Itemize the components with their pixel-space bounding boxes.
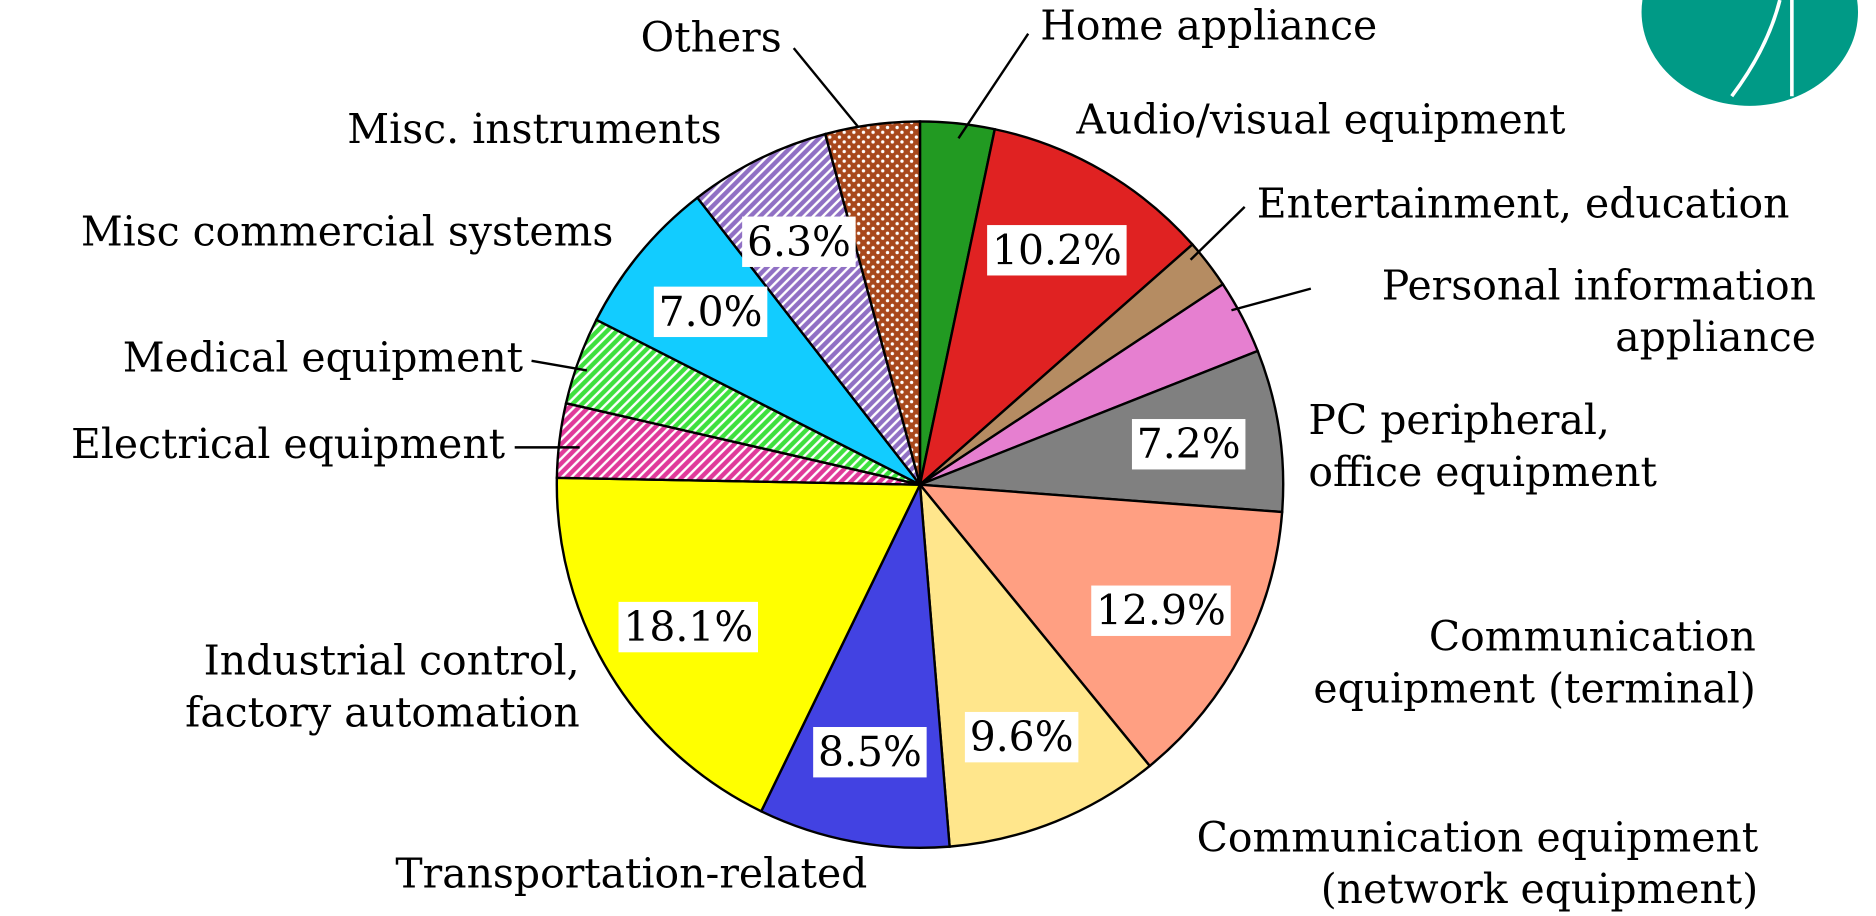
- value-label-box: [964, 711, 1079, 763]
- category-label: Transportation-related: [395, 849, 868, 898]
- value-label: 8.5%: [818, 728, 922, 776]
- value-label-box: [987, 225, 1127, 276]
- leader-line: [792, 47, 860, 129]
- pie-slice: [594, 195, 921, 486]
- category-label: Industrial control, factory automation: [185, 636, 580, 737]
- category-label: PC peripheral, office equipment: [1308, 396, 1657, 497]
- value-label: 6.3%: [747, 218, 851, 266]
- value-label: 7.0%: [659, 288, 763, 336]
- category-label: Entertainment, education: [1256, 179, 1790, 228]
- value-label-box: [813, 727, 927, 778]
- category-label: Misc. instruments: [347, 105, 722, 154]
- pie-slice: [918, 127, 1195, 488]
- pie-slice: [823, 120, 922, 485]
- category-label: Misc commercial systems: [80, 207, 614, 256]
- leader-line: [1189, 205, 1246, 261]
- category-label: Electrical equipment: [70, 420, 506, 469]
- category-label: Communication equipment (network equipme…: [1196, 813, 1759, 914]
- leader-line: [957, 33, 1030, 139]
- value-label-box: [1131, 419, 1246, 470]
- value-label-box: [742, 216, 856, 267]
- category-label: Audio/visual equipment: [1076, 95, 1566, 144]
- value-label-box: [1091, 585, 1231, 636]
- value-label: 12.9%: [1096, 587, 1226, 635]
- category-label: Medical equipment: [122, 333, 524, 382]
- leader-line: [531, 359, 588, 372]
- logo: [1641, 0, 1858, 106]
- category-label: Communication equipment (terminal): [1313, 612, 1756, 713]
- value-label-box: [653, 286, 768, 338]
- value-label: 10.2%: [992, 226, 1122, 274]
- category-label: Others: [640, 13, 782, 62]
- leader-line: [1231, 287, 1312, 312]
- value-label: 18.1%: [623, 603, 753, 651]
- value-label: 9.6%: [970, 713, 1074, 761]
- value-label: 7.2%: [1137, 420, 1241, 468]
- pie-slice: [919, 349, 1285, 514]
- value-label-box: [618, 601, 758, 653]
- category-label: Home appliance: [1040, 1, 1378, 50]
- category-label: Personal information appliance: [1381, 261, 1816, 362]
